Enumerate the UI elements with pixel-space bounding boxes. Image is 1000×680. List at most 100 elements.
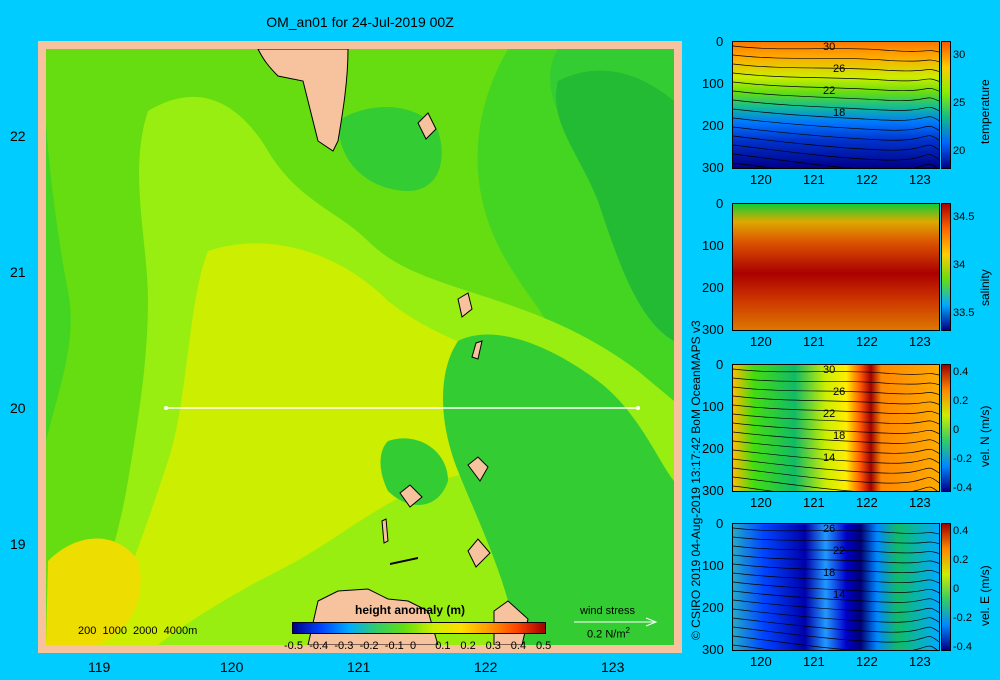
section-1-label: salinity	[978, 269, 992, 306]
lat-tick: 20	[10, 400, 26, 416]
contour-line	[733, 626, 939, 643]
colorbar-tick: 0	[953, 424, 960, 436]
lon-tick: 120	[750, 495, 772, 510]
contour-line	[733, 126, 939, 141]
contour-line	[733, 90, 939, 102]
depth-tick: 100	[702, 76, 724, 91]
colorbar-tick-label: -0.4	[309, 640, 329, 652]
wind-arrow-icon	[574, 617, 658, 627]
colorbar-tick: 0.4	[953, 366, 969, 378]
lon-tick: 122	[856, 334, 878, 349]
contour-line	[733, 449, 939, 464]
lon-tick: 121	[347, 659, 371, 675]
contour-line	[733, 368, 939, 376]
contour-line	[733, 117, 939, 131]
contour-label: 22	[833, 545, 845, 557]
lat-tick: 22	[10, 128, 26, 144]
contour-label: 14	[833, 589, 845, 601]
depth-tick: 200	[702, 118, 724, 133]
section-3-label: vel. E (m/s)	[978, 565, 992, 626]
wind-scale: 0.2 N/m2	[587, 626, 630, 641]
contour-line	[733, 45, 939, 53]
contour-line	[733, 162, 774, 168]
colorbar-tick: -0.2	[953, 612, 972, 624]
depth-tick: 0	[716, 34, 724, 49]
depth-tick: 300	[702, 160, 724, 175]
colorbar-tick: 25	[953, 97, 966, 110]
colorbar-tick: 0.2	[953, 395, 969, 407]
contour-line	[733, 476, 938, 491]
section-3-contours: 26 22 18 14	[733, 524, 939, 650]
section-2-plot: 30 26 22 18 14	[732, 364, 940, 492]
contour-line	[733, 108, 939, 121]
lon-tick: 123	[909, 654, 931, 669]
contour-line	[733, 545, 939, 554]
contour-line	[733, 536, 939, 545]
contour-line	[733, 153, 938, 168]
contour-line	[733, 608, 939, 623]
contour-line	[733, 431, 939, 444]
lon-tick: 122	[856, 495, 878, 510]
contour-line	[733, 72, 939, 82]
colorbar-tick-label: 0.2	[460, 640, 476, 652]
depth-tick: 0	[716, 357, 724, 372]
colorbar-tick-label: 0	[410, 640, 417, 652]
section-3-plot: 26 22 18 14	[732, 523, 940, 651]
section-0-contours: 30 26 22 18	[733, 42, 939, 168]
contour-line	[733, 135, 939, 151]
contour-line	[733, 599, 939, 613]
colorbar-tick-label: 0.3	[485, 640, 501, 652]
colorbar-tick: -0.2	[953, 453, 972, 465]
contour-line	[733, 572, 939, 584]
section-1-plot	[732, 203, 940, 331]
depth-tick: 0	[716, 516, 724, 531]
lon-tick: 123	[909, 172, 931, 187]
contour-label: 22	[823, 408, 835, 420]
section-2-contours: 30 26 22 18 14	[733, 365, 939, 491]
colorbar-tick: 33.5	[953, 307, 975, 320]
lon-tick: 121	[803, 654, 825, 669]
lat-tick: 19	[10, 536, 26, 552]
section-2-label: vel. N (m/s)	[978, 405, 992, 467]
colorbar-tick-label: -0.5	[284, 640, 303, 652]
contour-line	[733, 485, 774, 491]
contour-line	[733, 458, 939, 474]
contour-line	[733, 144, 939, 161]
colorbar-tick: 0.4	[953, 525, 969, 537]
lat-tick: 21	[10, 264, 26, 280]
depth-tick: 300	[702, 642, 724, 657]
lon-tick: 121	[803, 334, 825, 349]
colorbar-tick-label: -0.3	[334, 640, 354, 652]
depth-tick: 200	[702, 441, 724, 456]
contour-label: 26	[833, 63, 845, 75]
colorbar-tick: 0.2	[953, 554, 969, 566]
lon-tick: 121	[803, 495, 825, 510]
lon-tick: 122	[856, 172, 878, 187]
contour-line	[733, 617, 939, 633]
depth-tick: 200	[702, 600, 724, 615]
contour-label: 30	[823, 365, 835, 376]
contour-label: 26	[833, 386, 845, 398]
depth-tick: 300	[702, 322, 724, 337]
colorbar-tick: 30	[953, 49, 966, 61]
depth-legend: 200 1000 2000 4000m	[78, 625, 198, 637]
section-1-colorbar	[941, 203, 951, 331]
colorbar-tick: 34	[953, 259, 966, 272]
contour-line	[733, 554, 939, 564]
credit-text: © CSIRO 2019 04-Aug-2019 13:17:42 BoM Oc…	[689, 320, 703, 640]
lon-tick: 120	[220, 659, 244, 675]
lon-tick: 123	[909, 334, 931, 349]
contour-label: 18	[823, 567, 835, 579]
contour-line	[733, 527, 939, 535]
contour-label: 22	[823, 85, 835, 97]
section-0-label: temperature	[978, 79, 992, 144]
colorbar-tick-label: -0.2	[359, 640, 379, 652]
colorbar-tick-label: 0.1	[435, 640, 451, 652]
section-0-plot: 30 26 22 18	[732, 41, 940, 169]
lon-tick: 120	[750, 334, 772, 349]
contour-line	[733, 404, 939, 415]
contour-line	[733, 386, 939, 395]
wind-stress-label: wind stress	[580, 605, 636, 617]
colorbar-tick: 0	[953, 583, 960, 595]
colorbar-tick: 34.5	[953, 211, 975, 223]
